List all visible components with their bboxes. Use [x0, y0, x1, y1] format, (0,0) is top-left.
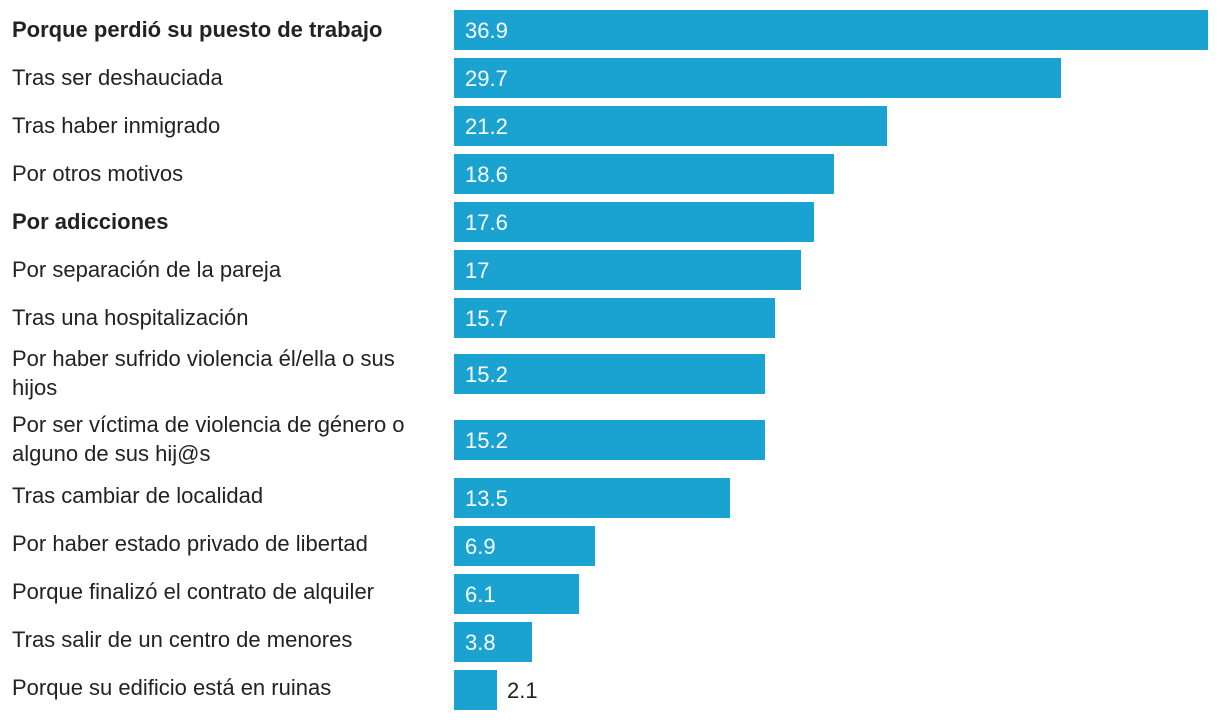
bar	[454, 420, 765, 460]
category-label: Porque perdió su puesto de trabajo	[12, 17, 383, 42]
bar	[454, 58, 1061, 98]
category-label: Porque finalizó el contrato de alquiler	[12, 579, 375, 604]
value-label: 15.7	[465, 305, 508, 331]
value-label: 29.7	[465, 65, 508, 91]
value-label: 2.1	[507, 677, 538, 703]
value-label: 18.6	[465, 161, 508, 187]
bar	[454, 10, 1208, 50]
value-label: 17.6	[465, 209, 508, 235]
bar	[454, 154, 834, 194]
category-label: Por haber sufrido violencia él/ella o su…	[12, 346, 395, 400]
bar	[454, 250, 801, 290]
category-label: Tras una hospitalización	[12, 305, 249, 330]
value-label: 15.2	[465, 361, 508, 387]
category-label: Por otros motivos	[12, 161, 184, 186]
bar	[454, 574, 579, 614]
category-label: Tras cambiar de localidad	[12, 483, 264, 508]
bar	[454, 202, 814, 242]
bar	[454, 354, 765, 394]
value-label: 3.8	[465, 629, 496, 655]
category-label: Por separación de la pareja	[12, 257, 282, 282]
category-label: Tras salir de un centro de menores	[12, 627, 353, 652]
bar	[454, 106, 887, 146]
bar	[454, 478, 730, 518]
value-label: 17	[465, 257, 490, 283]
category-label: Por haber estado privado de libertad	[12, 531, 368, 556]
bar	[454, 298, 775, 338]
value-label: 15.2	[465, 427, 508, 453]
bar	[454, 526, 595, 566]
value-label: 13.5	[465, 485, 508, 511]
value-label: 6.9	[465, 533, 496, 559]
bar	[454, 670, 497, 710]
category-label: Porque su edificio está en ruinas	[12, 675, 332, 700]
category-label: Por ser víctima de violencia de género o…	[12, 412, 405, 466]
bar	[454, 622, 532, 662]
category-label: Por adicciones	[12, 209, 169, 234]
category-label: Tras haber inmigrado	[12, 113, 221, 138]
value-label: 21.2	[465, 113, 508, 139]
value-label: 36.9	[465, 17, 508, 43]
value-label: 6.1	[465, 581, 496, 607]
category-label: Tras ser deshauciada	[12, 65, 223, 90]
